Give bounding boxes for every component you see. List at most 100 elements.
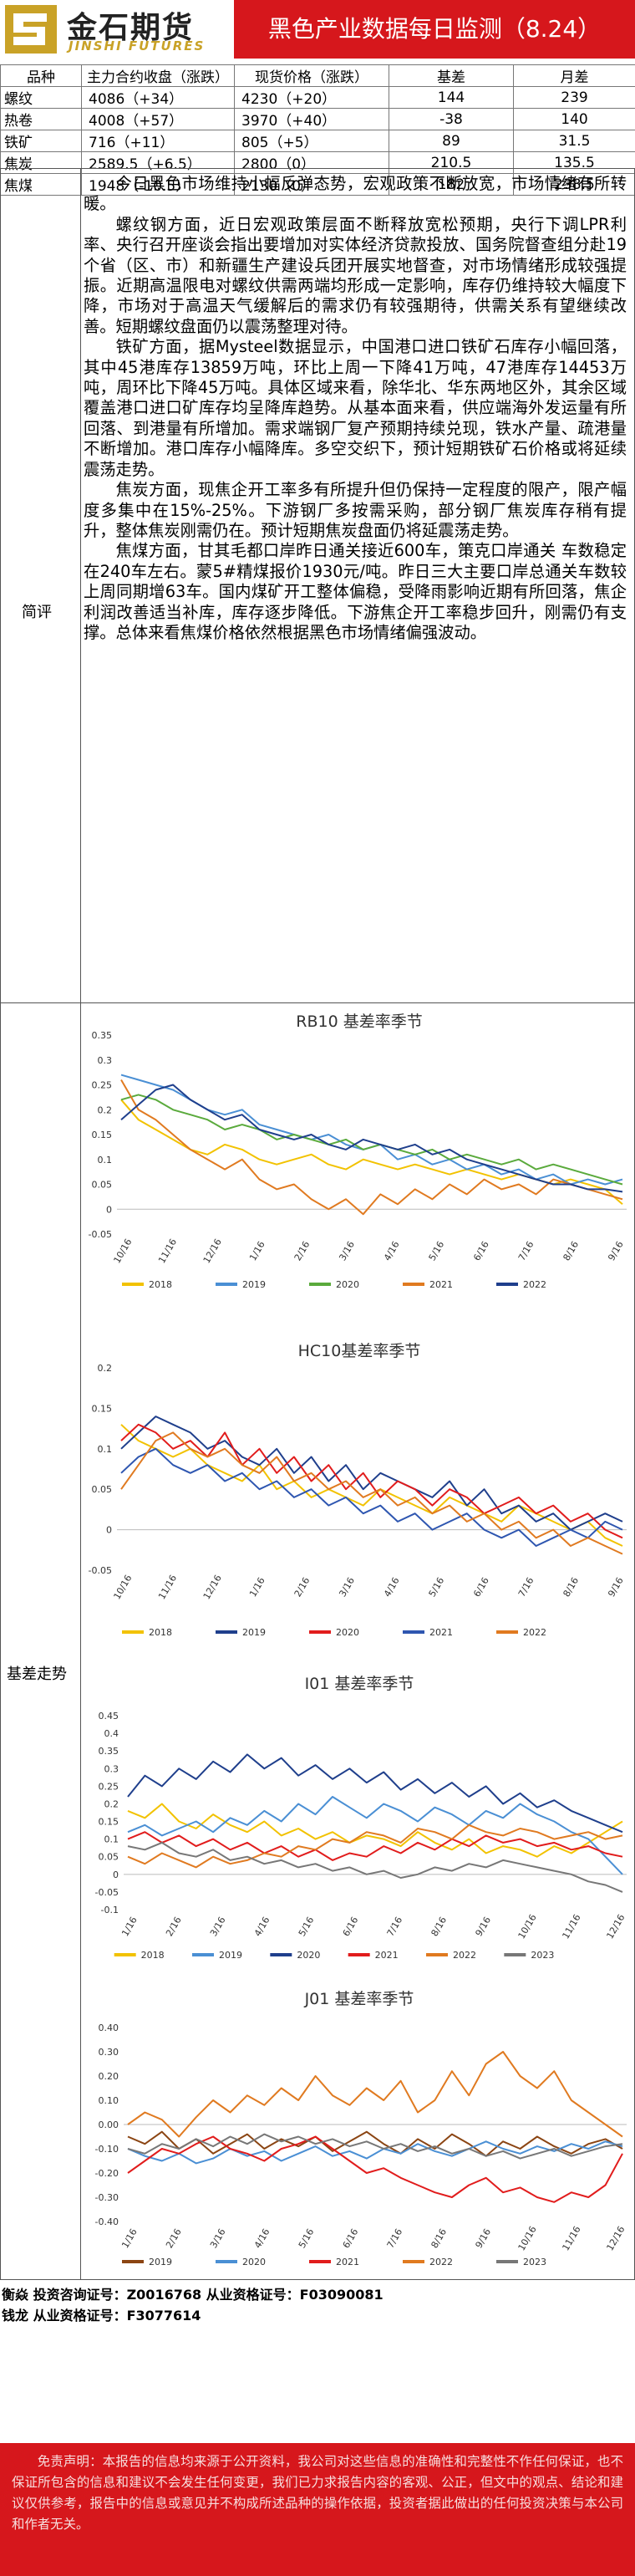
column-header: 主力合约收盘（涨跌）: [81, 64, 235, 87]
y-tick-label: -0.10: [95, 2144, 119, 2155]
x-tick-label: 1/16: [247, 1575, 267, 1599]
x-tick-label: 4/16: [382, 1575, 402, 1599]
series-line: [120, 1416, 623, 1531]
y-tick-label: 0.15: [92, 1130, 113, 1140]
disclaimer-text: 免责声明：本报告的信息均来源于公开资料，我公司对这些信息的准确性和完整性不作任何…: [12, 2454, 623, 2532]
series-line: [120, 1424, 623, 1547]
x-tick-label: 9/16: [473, 2227, 493, 2250]
x-tick-label: 9/16: [473, 1915, 493, 1938]
futures-close: 4086（+34）: [81, 86, 235, 109]
basis-label: 基差走势: [7, 1665, 67, 1683]
x-tick-label: 2/16: [164, 1915, 184, 1938]
x-tick-label: 7/16: [516, 1239, 536, 1262]
x-tick-label: 7/16: [385, 2227, 405, 2250]
y-tick-label: 0.00: [99, 2119, 119, 2130]
series-line: [127, 2140, 623, 2165]
spot-price: 3970（+40）: [234, 108, 389, 130]
series-line: [120, 1079, 623, 1216]
y-tick-label: 0.1: [98, 1155, 113, 1166]
spot-price: 4230（+20）: [234, 86, 389, 109]
legend-label: 2019: [219, 1950, 242, 1961]
comment-text: 今日黑色市场维持小幅反弹态势，宏观政策不断放宽，市场情绪有所转暖。 螺纹钢方面，…: [84, 174, 627, 643]
y-tick-label: -0.05: [95, 1887, 119, 1898]
legend-label: 2021: [429, 1279, 453, 1290]
series-line: [127, 1841, 623, 1893]
comment-paragraph: 铁矿方面，据Mysteel数据显示，中国港口进口铁矿石库存小幅回落，其中45港库…: [84, 337, 627, 479]
logo-english-text: JINSHI FUTURES: [69, 38, 206, 54]
rb10-chart-svg: RB10 基差率季节 0.35 0.3 0.25 0.2 0.15 0.1 0.05 0 -0.0…: [89, 1013, 627, 1290]
legend-label: 2022: [429, 2257, 453, 2267]
comment-paragraph: 今日黑色市场维持小幅反弹态势，宏观政策不断放宽，市场情绪有所转暖。: [84, 174, 627, 214]
legend-label: 2023: [531, 1950, 554, 1961]
legend-label: 2020: [297, 1950, 320, 1961]
y-tick-label: 0.3: [104, 1763, 119, 1774]
series-line: [127, 1831, 623, 1861]
comment-paragraph: 焦炭方面，现焦企开工率多有所提升但仍保持一定程度的限产，限产幅度多集中在15%-…: [84, 480, 627, 540]
x-tick-label: 10/16: [516, 2224, 539, 2252]
y-tick-label: 0: [106, 1204, 112, 1215]
x-tick-label: 2/16: [164, 2227, 184, 2250]
product-name: 热卷: [0, 108, 82, 130]
x-tick-label: 6/16: [341, 2227, 361, 2250]
y-tick-label: -0.1: [101, 1905, 119, 1915]
analyst-line: 钱龙 从业资格证号：F3077614: [2, 2308, 201, 2324]
legend-label: 2019: [242, 1627, 266, 1638]
x-tick-label: 7/16: [516, 1575, 536, 1599]
y-tick-label: -0.05: [89, 1229, 112, 1240]
legend-label: 2018: [149, 1627, 172, 1638]
y-tick-label: 0.05: [92, 1180, 113, 1191]
chart-title: I01 基差率季节: [305, 1675, 414, 1693]
basis-value: 144: [389, 86, 514, 109]
y-tick-label: 0.40: [99, 2023, 119, 2033]
series-line: [127, 2130, 623, 2157]
x-tick-label: 10/16: [111, 1573, 134, 1601]
x-tick-label: 6/16: [471, 1239, 491, 1262]
legend-label: 2022: [523, 1627, 546, 1638]
series-line: [120, 1094, 623, 1186]
x-tick-label: 10/16: [516, 1912, 539, 1941]
chart-title: HC10基差率季节: [298, 1342, 421, 1360]
y-tick-label: 0: [106, 1525, 112, 1536]
x-tick-label: 12/16: [604, 1912, 627, 1941]
legend-label: 2018: [141, 1950, 165, 1961]
table-row: 螺纹 4086（+34） 4230（+20） 144 239: [0, 86, 635, 109]
y-tick-label: 0.10: [99, 2095, 119, 2106]
x-tick-label: 1/16: [119, 2227, 140, 2250]
x-tick-label: 4/16: [382, 1239, 402, 1262]
x-tick-label: 5/16: [427, 1239, 447, 1262]
product-name: 螺纹: [0, 86, 82, 109]
y-tick-label: 0.2: [98, 1104, 113, 1115]
j01-chart-svg: J01 基差率季节 0.40 0.30 0.20 0.10 0.00 -0.10 -0.20 -…: [95, 1990, 627, 2267]
logo: 金石期货 JINSHI FUTURES: [0, 0, 234, 59]
column-header: 月差: [513, 64, 635, 87]
comment-label: 简评: [22, 604, 52, 621]
comment-paragraph: 螺纹钢方面，近日宏观政策层面不断释放宽松预期，央行下调LPR利率、央行召开座谈会…: [84, 214, 627, 336]
x-tick-label: 3/16: [337, 1575, 357, 1599]
series-line: [127, 1796, 623, 1875]
product-name: 铁矿: [0, 130, 82, 152]
x-tick-label: 12/16: [604, 2224, 627, 2252]
x-tick-label: 8/16: [429, 1915, 450, 1938]
x-tick-label: 5/16: [297, 1915, 317, 1938]
report-title: 黑色产业数据每日监测（8.24）: [267, 15, 602, 43]
y-tick-label: 0.3: [98, 1055, 113, 1066]
analyst-info: 衡焱 投资咨询证号：Z0016768 从业资格证号：F03090081 钱龙 从…: [0, 2284, 384, 2326]
j01-chart: J01 基差率季节 0.40 0.30 0.20 0.10 0.00 -0.10 -0.20 -…: [84, 1986, 635, 2274]
futures-close: 716（+11）: [81, 130, 235, 152]
x-tick-label: 8/16: [429, 2227, 450, 2250]
x-tick-label: 8/16: [561, 1239, 582, 1262]
i01-chart: I01 基差率季节 0.45 0.4 0.35 0.3 0.25 0.2 0.15 0.1 0.0…: [84, 1672, 635, 1969]
x-tick-label: 3/16: [208, 1915, 228, 1938]
series-line: [120, 1423, 623, 1539]
disclaimer-box: 免责声明：本报告的信息均来源于公开资料，我公司对这些信息的准确性和完整性不作任何…: [0, 2443, 635, 2576]
x-tick-label: 4/16: [252, 2227, 272, 2250]
y-tick-label: 0.4: [104, 1728, 119, 1739]
series-line: [120, 1447, 623, 1547]
y-tick-label: 0.30: [99, 2047, 119, 2058]
spread-value: 31.5: [513, 130, 635, 152]
x-tick-label: 9/16: [606, 1239, 626, 1262]
x-tick-label: 5/16: [297, 2227, 317, 2250]
i01-chart-svg: I01 基差率季节 0.45 0.4 0.35 0.3 0.25 0.2 0.15 0.1 0.0…: [95, 1675, 627, 1961]
basis-section-divider: [80, 1002, 81, 2280]
